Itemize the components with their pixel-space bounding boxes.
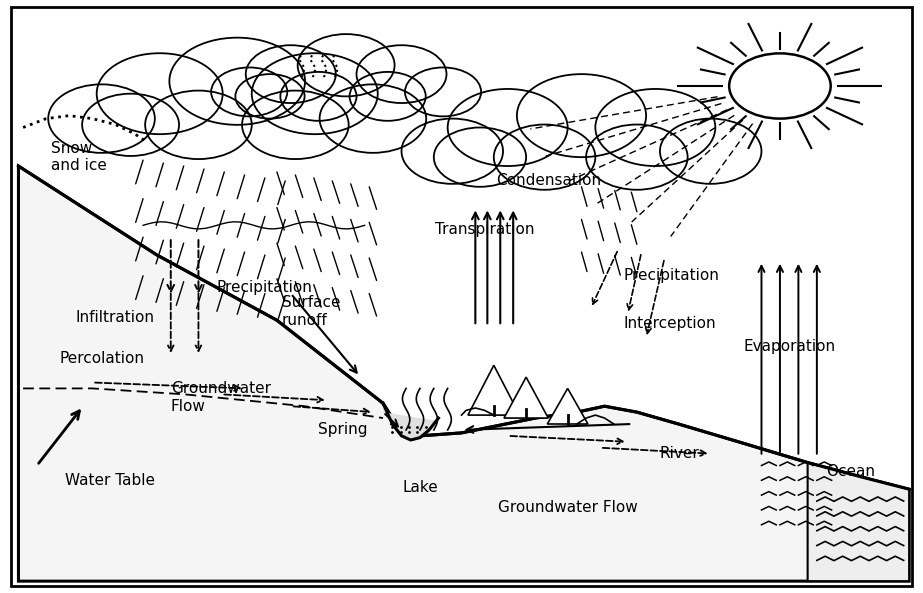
Circle shape bbox=[82, 94, 179, 156]
Circle shape bbox=[235, 74, 305, 119]
Polygon shape bbox=[561, 393, 574, 404]
Circle shape bbox=[252, 53, 378, 134]
Circle shape bbox=[595, 89, 715, 166]
Text: Interception: Interception bbox=[623, 315, 715, 331]
Circle shape bbox=[494, 125, 595, 190]
Circle shape bbox=[169, 38, 305, 125]
Circle shape bbox=[97, 53, 222, 134]
Circle shape bbox=[246, 45, 336, 103]
Text: Evaporation: Evaporation bbox=[743, 339, 835, 355]
Polygon shape bbox=[808, 463, 909, 581]
Text: Ocean: Ocean bbox=[826, 464, 875, 479]
Polygon shape bbox=[383, 403, 438, 440]
Polygon shape bbox=[18, 166, 909, 581]
Text: Transpiration: Transpiration bbox=[435, 222, 534, 237]
Text: Lake: Lake bbox=[402, 480, 438, 495]
Circle shape bbox=[517, 74, 646, 157]
Circle shape bbox=[448, 89, 568, 166]
Polygon shape bbox=[519, 382, 533, 396]
Polygon shape bbox=[468, 365, 520, 415]
Text: River: River bbox=[660, 446, 700, 461]
Circle shape bbox=[402, 119, 503, 184]
Polygon shape bbox=[18, 166, 909, 581]
Text: Snow
and ice: Snow and ice bbox=[51, 141, 107, 173]
Polygon shape bbox=[511, 380, 541, 407]
Text: Percolation: Percolation bbox=[60, 351, 145, 366]
Circle shape bbox=[405, 68, 481, 116]
Text: Condensation: Condensation bbox=[497, 173, 602, 189]
Circle shape bbox=[48, 84, 155, 153]
Circle shape bbox=[281, 72, 356, 121]
Polygon shape bbox=[476, 368, 511, 401]
Text: Infiltration: Infiltration bbox=[76, 310, 155, 325]
Circle shape bbox=[319, 84, 426, 153]
Circle shape bbox=[211, 68, 287, 116]
Text: Precipitation: Precipitation bbox=[217, 280, 313, 295]
Circle shape bbox=[350, 72, 426, 121]
Text: Groundwater
Flow: Groundwater Flow bbox=[171, 381, 270, 413]
Circle shape bbox=[145, 91, 252, 159]
Text: Spring: Spring bbox=[318, 422, 368, 438]
Text: Water Table: Water Table bbox=[65, 473, 155, 488]
Circle shape bbox=[729, 53, 831, 119]
Circle shape bbox=[586, 125, 688, 190]
Circle shape bbox=[297, 34, 394, 97]
Polygon shape bbox=[485, 371, 502, 387]
Text: Surface
runoff: Surface runoff bbox=[282, 295, 340, 327]
Circle shape bbox=[242, 91, 349, 159]
Polygon shape bbox=[554, 390, 581, 414]
Circle shape bbox=[660, 119, 761, 184]
Circle shape bbox=[434, 127, 526, 187]
Polygon shape bbox=[547, 388, 588, 424]
Polygon shape bbox=[504, 377, 548, 418]
Text: Groundwater Flow: Groundwater Flow bbox=[497, 499, 638, 515]
Circle shape bbox=[356, 45, 447, 103]
Text: Precipitation: Precipitation bbox=[623, 268, 719, 283]
